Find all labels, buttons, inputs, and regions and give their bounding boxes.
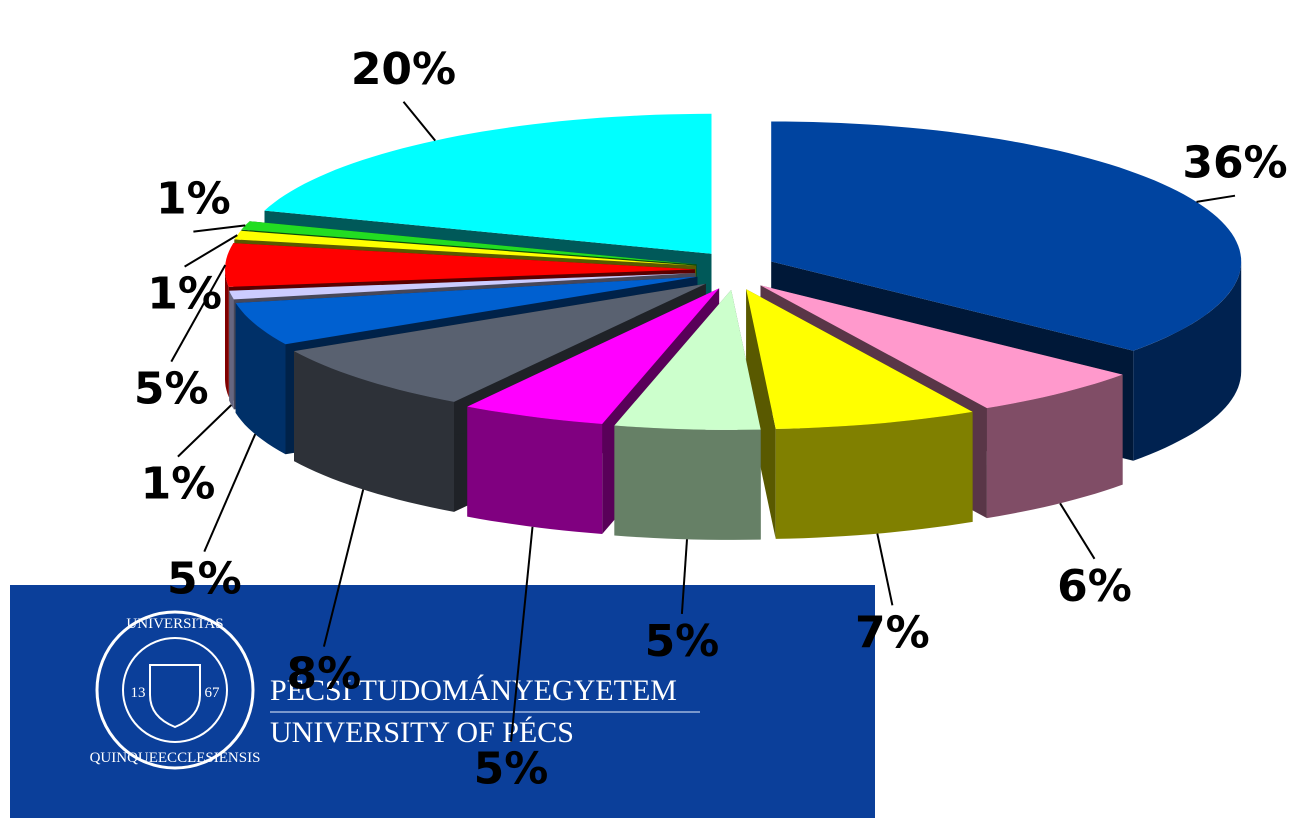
slice-top <box>234 230 697 266</box>
slice-side <box>467 406 603 534</box>
seal-left: 13 <box>131 685 146 701</box>
slice-side <box>986 374 1123 519</box>
slice-top <box>760 285 1123 409</box>
slice-side <box>775 411 973 539</box>
slice-side <box>294 351 454 512</box>
pie <box>225 113 1242 540</box>
data-label: 5% <box>134 364 209 415</box>
slice-top <box>264 113 712 254</box>
leader-line <box>203 433 257 552</box>
leader-line <box>322 489 365 647</box>
slice-top <box>294 283 706 402</box>
slice-top <box>614 289 761 430</box>
seal-ring <box>95 610 255 770</box>
slice-top <box>746 289 973 429</box>
data-label: 5% <box>645 616 720 667</box>
data-label: 5% <box>474 744 549 795</box>
banner-bg <box>10 585 875 818</box>
slice-side <box>229 290 234 410</box>
slice-top <box>771 121 1242 351</box>
data-label: 5% <box>167 554 242 605</box>
data-label: 1% <box>141 459 216 510</box>
slice-wall <box>746 289 776 539</box>
leader-line <box>402 101 436 142</box>
data-label: 1% <box>156 174 231 225</box>
leader-line <box>177 404 232 458</box>
leader-line <box>193 224 246 233</box>
data-label: 20% <box>351 44 456 95</box>
leader-line <box>1196 194 1236 203</box>
seal-right: 67 <box>205 685 221 701</box>
data-label: 6% <box>1057 561 1132 612</box>
slice <box>614 289 761 540</box>
seal-shield <box>149 664 201 729</box>
data-label: 8% <box>287 649 362 700</box>
slice-top <box>225 243 695 287</box>
slice-top <box>241 221 697 265</box>
data-label: 7% <box>855 607 930 658</box>
slice-side <box>235 303 286 455</box>
slice-top <box>235 276 698 345</box>
seal-bottom: QUINQUEECCLESIENSIS <box>90 750 261 766</box>
leader-line <box>876 533 894 606</box>
seal-inner <box>122 637 228 743</box>
slice-top <box>229 273 696 300</box>
leader-line <box>184 234 238 268</box>
data-label: 1% <box>147 269 222 320</box>
slice-side <box>614 425 761 540</box>
slice-side <box>1133 261 1242 461</box>
logo-line2: UNIVERSITY OF PÉCS <box>270 716 574 749</box>
leader-line <box>1059 502 1096 560</box>
leader-line <box>170 264 227 363</box>
logo-banner: UNIVERSITAS QUINQUEECCLESIENSIS 13 67 PÉ… <box>10 585 875 818</box>
data-label: 36% <box>1182 138 1287 189</box>
slice <box>746 289 973 539</box>
slice-top <box>467 288 720 424</box>
leader-line <box>510 526 534 742</box>
leader-line <box>680 539 688 614</box>
seal-top: UNIVERSITAS <box>126 616 223 632</box>
slice-side <box>225 269 229 397</box>
logo-line1: PÉCSI TUDOMÁNYEGYETEM <box>270 674 677 707</box>
